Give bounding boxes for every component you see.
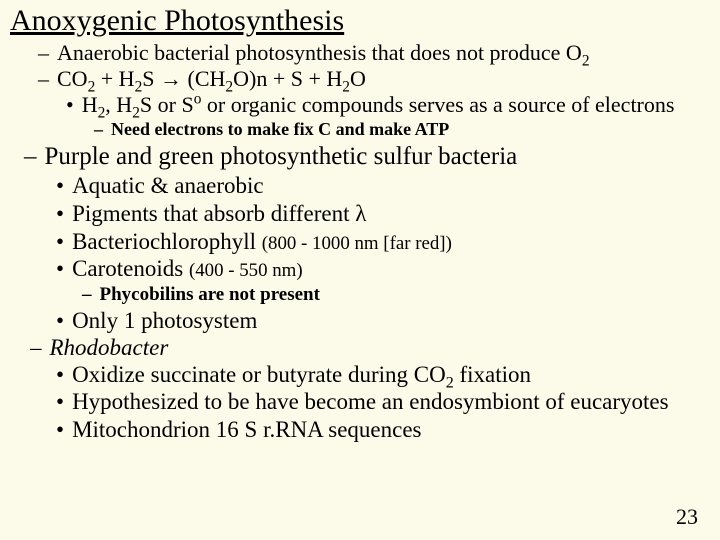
t: Anaerobic bacterial photosynthesis that … <box>57 40 582 65</box>
bullet-aquatic: • Aquatic & anaerobic <box>56 172 710 200</box>
bullet-oxidize: • Oxidize succinate or butyrate during C… <box>56 361 710 388</box>
t: Oxidize succinate or butyrate during CO <box>72 362 446 387</box>
text: Hypothesized to be have become an endosy… <box>72 388 710 415</box>
t: Pigments that absorb different <box>72 201 355 226</box>
page-number: 23 <box>676 504 698 530</box>
dash-marker: – <box>94 118 111 141</box>
bullet-carotenoids: • Carotenoids (400 - 550 nm) <box>56 255 710 283</box>
bullet-need-electrons: – Need electrons to make fix C and make … <box>94 118 710 141</box>
slide: Anoxygenic Photosynthesis – Anaerobic ba… <box>0 0 720 540</box>
dash-marker: – <box>24 142 45 172</box>
lambda: λ <box>355 201 366 226</box>
bullet-rhodobacter: – Rhodobacter <box>30 334 710 362</box>
bullet-phycobilins: – Phycobilins are not present <box>82 283 710 307</box>
range: (400 - 550 nm) <box>189 260 303 281</box>
dash-marker: – <box>38 40 57 66</box>
text: Phycobilins are not present <box>100 283 711 307</box>
t: , H <box>105 92 132 117</box>
text: Anaerobic bacterial photosynthesis that … <box>57 40 710 66</box>
t: O <box>350 66 366 91</box>
bullet-marker: • <box>56 361 72 388</box>
text: Only 1 photosystem <box>72 307 710 334</box>
t: or organic compounds serves as a source … <box>201 92 674 117</box>
t: (CH <box>182 66 225 91</box>
t: H <box>82 92 98 117</box>
bullet-marker: • <box>56 416 72 443</box>
bullet-marker: • <box>66 92 82 118</box>
bullet-purple-green: – Purple and green photosynthetic sulfur… <box>24 142 710 172</box>
bullet-marker: • <box>56 388 72 415</box>
t: CO <box>57 66 88 91</box>
slide-title: Anoxygenic Photosynthesis <box>10 4 710 38</box>
t: S <box>142 66 160 91</box>
dash-marker: – <box>82 283 100 307</box>
t: fixation <box>454 362 531 387</box>
bullet-marker: • <box>56 200 72 228</box>
bullet-pigments: • Pigments that absorb different λ <box>56 200 710 228</box>
text: Aquatic & anaerobic <box>72 172 710 200</box>
bullet-endosymbiont: • Hypothesized to be have become an endo… <box>56 388 710 415</box>
equation: CO2 + H2S → (CH2O)n + S + H2O <box>57 66 710 92</box>
text: Need electrons to make fix C and make AT… <box>111 118 710 141</box>
bullet-marker: • <box>56 307 72 334</box>
bullet-marker: • <box>56 255 72 283</box>
text: Oxidize succinate or butyrate during CO2… <box>72 361 710 388</box>
t: Bacteriochlorophyll <box>72 229 262 254</box>
bullet-marker: • <box>56 228 72 256</box>
bullet-anaerobic: – Anaerobic bacterial photosynthesis tha… <box>38 40 710 66</box>
bullet-bacteriochlorophyll: • Bacteriochlorophyll (800 - 1000 nm [fa… <box>56 228 710 256</box>
text: Rhodobacter <box>50 334 711 362</box>
t: S or S <box>140 92 194 117</box>
bullet-mitochondrion: • Mitochondrion 16 S r.RNA sequences <box>56 416 710 443</box>
text: Purple and green photosynthetic sulfur b… <box>45 142 711 172</box>
text: Bacteriochlorophyll (800 - 1000 nm [far … <box>72 228 710 256</box>
bullet-marker: • <box>56 172 72 200</box>
dash-marker: – <box>30 334 50 362</box>
bullet-equation: – CO2 + H2S → (CH2O)n + S + H2O <box>38 66 710 92</box>
bullet-electron-source: • H2, H2S or So or organic compounds ser… <box>66 92 710 118</box>
dash-marker: – <box>38 66 57 92</box>
t: Carotenoids <box>72 256 189 281</box>
t: + H <box>95 66 134 91</box>
genus: Rhodobacter <box>50 335 169 360</box>
bullet-one-photosystem: • Only 1 photosystem <box>56 307 710 334</box>
text: Pigments that absorb different λ <box>72 200 710 228</box>
t: O)n + S + H <box>233 66 342 91</box>
text: Mitochondrion 16 S r.RNA sequences <box>72 416 710 443</box>
arrow: → <box>160 66 182 91</box>
text: Carotenoids (400 - 550 nm) <box>72 255 710 283</box>
text: H2, H2S or So or organic compounds serve… <box>82 92 710 118</box>
range: (800 - 1000 nm [far red]) <box>262 233 452 254</box>
